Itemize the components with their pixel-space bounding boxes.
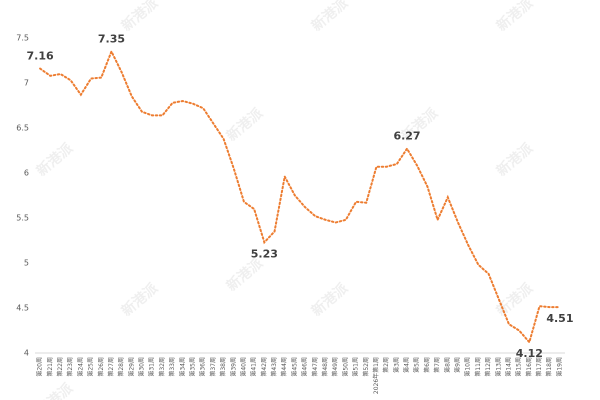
x-tick-label: 第39周 (229, 357, 237, 377)
x-tick-label: 第17周 (535, 357, 543, 377)
watermark: 新港派 (223, 104, 267, 145)
x-tick-label: 第11周 (474, 357, 482, 377)
x-tick-label: 第18周 (545, 357, 553, 377)
x-tick-label: 第38周 (219, 357, 227, 377)
watermark: 新港派 (33, 379, 77, 400)
y-tick-label: 4.5 (16, 304, 29, 313)
x-tick-label: 第41周 (250, 357, 258, 377)
x-tick-label: 第46周 (301, 357, 309, 377)
x-tick-label: 第42周 (260, 357, 268, 377)
data-line (39, 49, 561, 345)
watermark: 新港派 (118, 279, 162, 320)
x-tick-label: 第40周 (239, 357, 247, 377)
x-tick-label: 第6周 (423, 357, 431, 373)
x-tick-label: 第8周 (443, 357, 451, 373)
x-tick-label: 第27周 (107, 357, 115, 377)
y-tick-label: 7.5 (16, 34, 29, 43)
x-tick-label: 第23周 (66, 357, 74, 377)
watermark: 新港派 (118, 0, 162, 35)
x-tick-label: 第24周 (76, 357, 84, 377)
x-tick-label: 第45周 (290, 357, 298, 377)
x-tick-label: 第34周 (178, 357, 186, 377)
x-tick-label: 第9周 (453, 357, 461, 373)
x-tick-label: 第49周 (331, 357, 339, 377)
x-tick-label: 第22周 (56, 357, 64, 377)
y-tick-label: 4 (24, 349, 29, 358)
x-tick-label: 第43周 (270, 357, 278, 377)
data-label: 5.23 (251, 247, 278, 260)
x-tick-label: 第7周 (433, 357, 441, 373)
x-tick-label: 第32周 (158, 357, 166, 377)
data-label: 4.12 (516, 347, 543, 360)
x-tick-label: 第52周 (362, 357, 370, 377)
x-tick-label: 第48周 (321, 357, 329, 377)
x-tick-label: 第30周 (138, 357, 146, 377)
x-tick-label: 第16周 (525, 357, 533, 377)
x-tick-label: 第28周 (117, 357, 125, 377)
data-label: 7.35 (98, 33, 125, 46)
y-tick-label: 5.5 (16, 214, 29, 223)
watermark: 新港派 (308, 279, 352, 320)
x-tick-label: 第14周 (504, 357, 512, 377)
x-tick-label: 第33周 (168, 357, 176, 377)
data-label: 6.27 (393, 130, 420, 143)
x-tick-label: 第19周 (555, 357, 563, 377)
x-tick-label: 第44周 (280, 357, 288, 377)
x-tick-label: 第2周 (382, 357, 390, 373)
x-tick-label: 第26周 (97, 357, 105, 377)
watermark: 新港派 (493, 139, 537, 180)
x-tick-label: 第21周 (46, 357, 54, 377)
x-tick-label: 第50周 (341, 357, 349, 377)
x-tick-label: 第25周 (87, 357, 95, 377)
x-tick-label: 第31周 (148, 357, 156, 377)
y-tick-label: 7 (24, 79, 29, 88)
x-tick-label: 第4周 (403, 357, 411, 373)
watermark: 新港派 (493, 0, 537, 35)
x-tick-label: 第37周 (209, 357, 217, 377)
x-tick-label: 第51周 (352, 357, 360, 377)
x-tick-label: 第29周 (127, 357, 135, 377)
y-tick-label: 6.5 (16, 124, 29, 133)
x-tick-label: 第36周 (199, 357, 207, 377)
x-tick-label: 第3周 (392, 357, 400, 373)
x-tick-label: 第15周 (515, 357, 523, 377)
data-label: 7.16 (27, 50, 54, 63)
x-tick-label: 2026年第1周 (372, 357, 380, 394)
watermark: 新港派 (308, 0, 352, 35)
x-tick-label: 第35周 (188, 357, 196, 377)
x-tick-label: 第12周 (484, 357, 492, 377)
data-label: 4.51 (546, 312, 573, 325)
x-tick-label: 第5周 (413, 357, 421, 373)
x-tick-label: 第20周 (36, 357, 44, 377)
x-tick-label: 第47周 (311, 357, 319, 377)
y-tick-label: 5 (24, 259, 29, 268)
y-tick-label: 6 (24, 169, 29, 178)
watermark: 新港派 (33, 139, 77, 180)
x-tick-label: 第10周 (464, 357, 472, 377)
x-tick-label: 第13周 (494, 357, 502, 377)
